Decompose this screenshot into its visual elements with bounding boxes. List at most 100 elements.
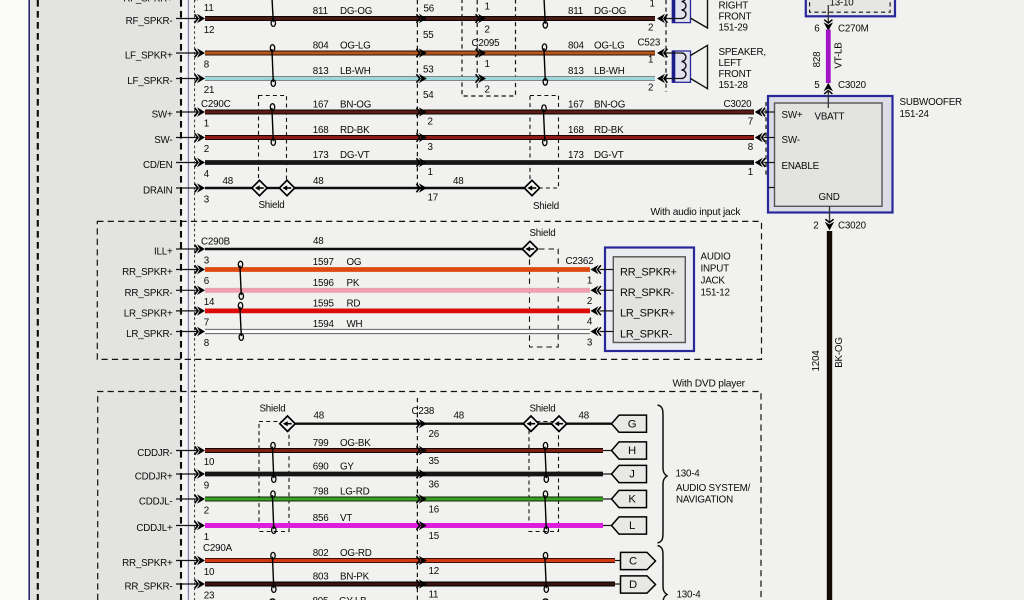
svg-text:Shield: Shield — [533, 201, 559, 212]
svg-text:1204: 1204 — [811, 350, 822, 372]
svg-text:1: 1 — [648, 55, 653, 66]
svg-text:SW-: SW- — [782, 135, 800, 146]
svg-text:8: 8 — [204, 338, 210, 349]
svg-text:4: 4 — [204, 169, 210, 180]
svg-text:RD-BK: RD-BK — [340, 125, 370, 136]
svg-text:3: 3 — [204, 256, 210, 267]
svg-text:OG-LG: OG-LG — [594, 41, 625, 52]
svg-text:10: 10 — [204, 457, 215, 468]
svg-text:AUDIO SYSTEM/: AUDIO SYSTEM/ — [676, 483, 751, 494]
svg-text:2: 2 — [204, 144, 209, 155]
svg-text:SPEAKER,: SPEAKER, — [719, 47, 766, 58]
svg-text:OG: OG — [347, 257, 362, 268]
svg-text:1: 1 — [204, 119, 209, 130]
svg-text:RR_SPKR+: RR_SPKR+ — [122, 267, 173, 278]
svg-text:2: 2 — [813, 221, 818, 232]
svg-text:DG-VT: DG-VT — [594, 150, 624, 161]
svg-text:Shield: Shield — [259, 404, 285, 415]
svg-text:RR_SPKR-: RR_SPKR- — [125, 288, 173, 299]
svg-text:813: 813 — [313, 66, 329, 77]
svg-text:CD/EN: CD/EN — [143, 160, 173, 171]
svg-text:17: 17 — [428, 193, 439, 204]
svg-text:36: 36 — [429, 480, 440, 491]
svg-text:802: 802 — [313, 548, 329, 559]
svg-text:RR_SPKR-: RR_SPKR- — [620, 287, 675, 299]
svg-text:54: 54 — [423, 90, 434, 101]
svg-text:Shield: Shield — [529, 404, 555, 415]
svg-text:2: 2 — [485, 85, 490, 96]
svg-text:1: 1 — [428, 167, 433, 178]
svg-text:LR_SPKR-: LR_SPKR- — [620, 328, 673, 340]
svg-text:K: K — [628, 494, 636, 506]
svg-text:VT: VT — [340, 513, 352, 524]
svg-text:1: 1 — [587, 275, 592, 286]
svg-text:11: 11 — [204, 3, 214, 14]
svg-text:PK: PK — [347, 278, 360, 289]
svg-text:2: 2 — [204, 506, 209, 517]
svg-text:GY: GY — [340, 462, 354, 473]
svg-text:SW+: SW+ — [782, 110, 803, 121]
svg-text:C2362: C2362 — [566, 256, 594, 267]
svg-text:173: 173 — [568, 150, 584, 161]
svg-text:55: 55 — [423, 30, 434, 41]
svg-text:LB-WH: LB-WH — [594, 66, 625, 77]
svg-text:VT-LB: VT-LB — [834, 42, 845, 69]
svg-text:Shield: Shield — [258, 200, 284, 211]
svg-text:6: 6 — [204, 276, 210, 287]
svg-text:DG-OG: DG-OG — [594, 6, 626, 17]
svg-text:J: J — [629, 469, 634, 481]
svg-text:RD-BK: RD-BK — [594, 125, 624, 136]
svg-text:AUDIO: AUDIO — [701, 252, 732, 263]
svg-text:48: 48 — [313, 176, 324, 187]
svg-text:RF_SPKR+: RF_SPKR+ — [123, 0, 173, 4]
svg-text:DRAIN: DRAIN — [143, 186, 173, 197]
svg-text:15: 15 — [429, 531, 440, 542]
svg-text:8: 8 — [204, 60, 210, 71]
svg-text:RD: RD — [347, 299, 361, 310]
svg-text:LR_SPKR+: LR_SPKR+ — [620, 307, 675, 319]
svg-text:7: 7 — [748, 117, 753, 128]
svg-text:LEFT: LEFT — [719, 58, 742, 69]
svg-text:856: 856 — [313, 513, 329, 524]
svg-text:DG-VT: DG-VT — [340, 150, 370, 161]
svg-text:48: 48 — [223, 176, 234, 187]
svg-text:7: 7 — [204, 317, 209, 328]
svg-text:G: G — [628, 418, 637, 430]
svg-text:D: D — [629, 579, 637, 591]
svg-text:130-4: 130-4 — [676, 469, 701, 480]
svg-text:JACK: JACK — [701, 276, 726, 287]
svg-text:C270M: C270M — [838, 24, 869, 35]
svg-text:56: 56 — [424, 4, 435, 15]
svg-text:167: 167 — [568, 100, 584, 111]
svg-text:RR_SPKR+: RR_SPKR+ — [620, 267, 677, 279]
svg-text:804: 804 — [568, 41, 584, 52]
svg-text:4: 4 — [587, 317, 593, 328]
svg-text:OG-RD: OG-RD — [340, 548, 372, 559]
svg-text:RR_SPKR-: RR_SPKR- — [125, 582, 173, 593]
svg-text:12: 12 — [429, 566, 440, 577]
svg-text:2: 2 — [485, 25, 490, 36]
svg-text:21: 21 — [204, 85, 215, 96]
svg-text:11: 11 — [429, 590, 439, 600]
svg-text:811: 811 — [568, 6, 583, 17]
svg-text:48: 48 — [579, 410, 590, 421]
svg-text:GY-LB: GY-LB — [339, 596, 367, 600]
svg-text:151-12: 151-12 — [701, 288, 730, 299]
svg-text:2: 2 — [648, 23, 653, 34]
svg-text:1597: 1597 — [313, 257, 334, 268]
svg-text:NAVIGATION: NAVIGATION — [676, 494, 733, 505]
svg-text:H: H — [628, 445, 636, 457]
svg-text:3: 3 — [204, 195, 210, 206]
svg-text:8: 8 — [748, 142, 754, 153]
svg-text:6: 6 — [814, 24, 820, 35]
svg-text:BN-PK: BN-PK — [340, 572, 370, 583]
svg-text:690: 690 — [313, 462, 329, 473]
svg-text:GND: GND — [819, 192, 840, 203]
svg-text:3: 3 — [428, 142, 434, 153]
svg-text:1: 1 — [485, 2, 490, 13]
svg-text:1: 1 — [748, 167, 753, 178]
svg-text:1: 1 — [485, 59, 490, 70]
svg-text:168: 168 — [313, 125, 329, 136]
svg-text:With DVD player: With DVD player — [673, 379, 746, 390]
svg-text:LG-RD: LG-RD — [340, 487, 370, 498]
